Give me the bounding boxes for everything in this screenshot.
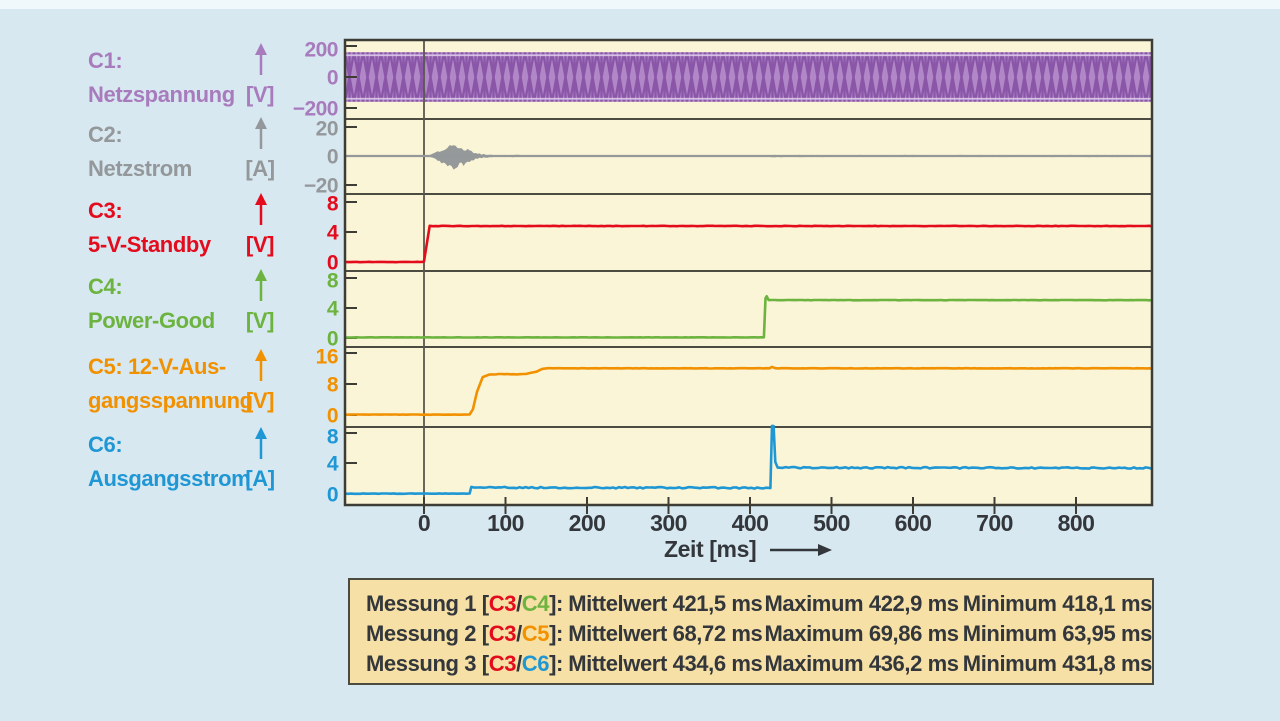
channel-legend-c6: C6: Ausgangsstrom [A] (88, 427, 358, 496)
measurement-name: Messung 2 [C3/C5]: (366, 621, 563, 646)
channel-label: Power-Good (88, 308, 215, 333)
channel-unit: [V] (245, 388, 275, 413)
y-tick-label: 0 (327, 252, 338, 275)
trace-c4 (344, 295, 1152, 339)
trace-c1-band (345, 52, 1152, 102)
trace-c6 (344, 424, 1153, 496)
x-tick-label: 200 (569, 510, 606, 536)
trace-c3 (344, 224, 1152, 264)
channel-ref-c4: C4 (521, 591, 550, 616)
y-tick-label: 8 (327, 193, 339, 216)
channel-label: gangsspannung (88, 388, 253, 413)
c5-axis-arrow-icon (255, 349, 267, 381)
channel-unit: [V] (245, 82, 275, 107)
x-tick-label: 300 (650, 510, 687, 536)
channel-ref-c6: C6 (521, 651, 550, 676)
minimum-value: Minimum 63,95 ms (962, 621, 1153, 646)
channel-label: C4: (88, 274, 123, 299)
channel-ref-c3: C3 (488, 621, 517, 646)
y-tick-label: −200 (293, 98, 338, 121)
x-tick-label: 700 (976, 510, 1013, 536)
channel-ref-c3: C3 (488, 651, 517, 676)
y-tick-label: 4 (327, 453, 339, 476)
x-tick-label: 600 (895, 510, 932, 536)
x-axis-title: Zeit [ms] (664, 536, 834, 563)
top-strip (0, 0, 1280, 9)
channel-legend-c1: C1: Netzspannung [V] (88, 43, 358, 112)
y-tick-label: −20 (304, 175, 338, 198)
channel-label: C2: (88, 122, 123, 147)
channel-legend-c3: C3: 5-V-Standby [V] (88, 193, 358, 262)
x-tick-label: 800 (1058, 510, 1095, 536)
y-tick-label: 8 (327, 426, 339, 449)
measurement-table: Messung 1 [C3/C4]: Mittelwert 421,5 ms M… (348, 578, 1154, 685)
channel-unit: [A] (245, 156, 275, 181)
y-tick-label: 0 (327, 146, 338, 169)
plot-frame (343, 38, 1154, 507)
c6-axis-arrow-icon (255, 427, 267, 459)
channel-unit: [A] (245, 466, 275, 491)
minimum-value: Minimum 418,1 ms (962, 591, 1153, 616)
x-tick-label: 400 (732, 510, 769, 536)
y-tick-label: 0 (327, 405, 338, 428)
c2-axis-arrow-icon (255, 117, 267, 149)
minimum-value: Minimum 431,8 ms (962, 651, 1153, 676)
mittelwert-value: Mittelwert 68,72 ms (568, 621, 763, 646)
channel-label: Ausgangsstrom (88, 466, 251, 491)
c4-axis-arrow-icon (255, 269, 267, 301)
c3-axis-arrow-icon (255, 193, 267, 225)
x-tick-label: 500 (813, 510, 850, 536)
x-axis-arrow-icon (770, 543, 833, 556)
x-tick-label: 100 (487, 510, 524, 536)
channel-ref-c5: C5 (521, 621, 550, 646)
channel-label: 5-V-Standby (88, 232, 211, 257)
measurement-row-2: Messung 2 [C3/C5]: Mittelwert 68,72 ms M… (366, 621, 1152, 651)
channel-legend-c2: C2: Netzstrom [A] (88, 117, 358, 186)
measurement-name: Messung 1 [C3/C4]: (366, 591, 563, 616)
y-tick-label: 20 (316, 118, 338, 141)
trace-c5 (344, 365, 1152, 417)
y-tick-label: 0 (327, 484, 338, 507)
mittelwert-value: Mittelwert 421,5 ms (568, 591, 763, 616)
measurement-name: Messung 3 [C3/C6]: (366, 651, 563, 676)
c1-axis-arrow-icon (255, 43, 267, 75)
channel-unit: [V] (245, 232, 275, 257)
y-tick-label: 4 (327, 298, 339, 321)
y-tick-label: 16 (316, 346, 338, 369)
y-tick-label: 200 (304, 39, 338, 62)
channel-legend-c5: C5: 12-V-Aus- gangsspannung [V] (88, 349, 358, 418)
channel-label: C3: (88, 198, 123, 223)
measurement-row-1: Messung 1 [C3/C4]: Mittelwert 421,5 ms M… (366, 591, 1152, 621)
channel-unit: [V] (245, 308, 275, 333)
y-tick-label: 0 (327, 328, 338, 351)
channel-label: Netzstrom (88, 156, 192, 181)
y-tick-label: 4 (327, 222, 339, 245)
channel-label: C1: (88, 48, 123, 73)
channel-label: C6: (88, 432, 123, 457)
maximum-value: Maximum 69,86 ms (764, 621, 960, 646)
x-axis-title-text: Zeit [ms] (664, 536, 757, 562)
mittelwert-value: Mittelwert 434,6 ms (568, 651, 763, 676)
y-tick-label: 8 (327, 374, 339, 397)
channel-label: Netzspannung (88, 82, 235, 107)
maximum-value: Maximum 436,2 ms (764, 651, 960, 676)
plot-background (345, 40, 1152, 505)
measurement-row-3: Messung 3 [C3/C6]: Mittelwert 434,6 ms M… (366, 651, 1152, 681)
x-tick-label: 0 (418, 510, 430, 536)
channel-label: C5: 12-V-Aus- (88, 354, 226, 379)
y-tick-label: 8 (327, 270, 339, 293)
channel-ref-c3: C3 (488, 591, 517, 616)
maximum-value: Maximum 422,9 ms (764, 591, 960, 616)
channel-legend-c4: C4: Power-Good [V] (88, 269, 358, 338)
y-tick-label: 0 (327, 67, 338, 90)
